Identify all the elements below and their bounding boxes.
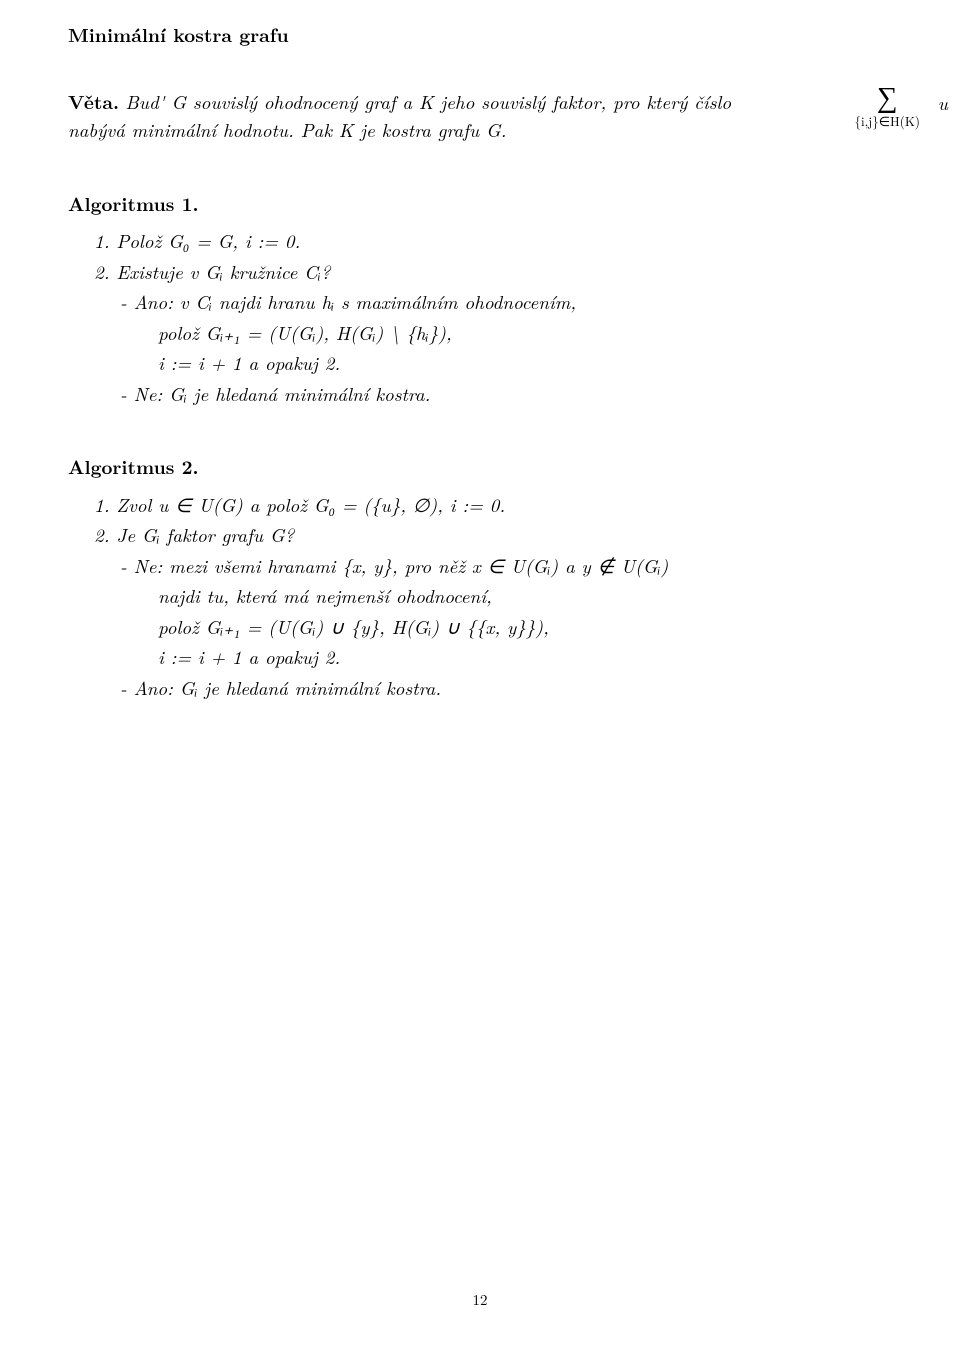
theorem-text-1: Bud' G souvislý ohodnocený graf a K jeho… [125,88,731,115]
page-title: Minimální kostra grafu [68,20,892,49]
algo2-step-3: - Ne: mezi všemi hranami {x, y}, pro něž… [120,552,892,581]
algo2-step-2: 2. Je Gᵢ faktor grafu G? [94,521,892,550]
page-number: 12 [0,1289,960,1312]
algo2-step-5: polož Gᵢ₊₁ = (U(Gᵢ) ∪ {y}, H(Gᵢ) ∪ {{x, … [158,613,892,642]
page-content: Minimální kostra grafu Věta. Bud' G souv… [0,0,960,786]
theorem-label: Věta. [68,87,119,115]
algo2-step-6: i := i + 1 a opakuj 2. [158,643,892,672]
algo1-step-5: i := i + 1 a opakuj 2. [158,349,892,378]
algo2-heading: Algoritmus 2. [68,452,892,481]
algo1-heading: Algoritmus 1. [68,189,892,218]
theorem-text-2: nabývá minimální hodnotu. Pak K je kostr… [68,116,507,143]
algo1-step-2: 2. Existuje v Gᵢ kružnice Cᵢ? [94,258,892,287]
algo2-step-7: - Ano: Gᵢ je hledaná minimální kostra. [120,674,892,703]
theorem-block: Věta. Bud' G souvislý ohodnocený graf a … [68,87,892,145]
algo1-step-4: polož Gᵢ₊₁ = (U(Gᵢ), H(Gᵢ) \ {hᵢ}), [158,319,892,348]
algo1-step-3: - Ano: v Cᵢ najdi hranu hᵢ s maximálním … [120,288,892,317]
algorithm-1: Algoritmus 1. 1. Polož G₀ = G, i := 0. 2… [68,189,892,409]
algo2-step-1: 1. Zvol u ∈ U(G) a polož G₀ = ({u}, ∅), … [94,491,892,520]
algo2-step-4: najdi tu, která má nejmenší ohodnocení, [158,582,892,611]
sum-symbol: ∑ {i,j}∈H(K) [854,81,920,129]
sum-subscript: {i,j}∈H(K) [854,114,920,128]
algorithm-2: Algoritmus 2. 1. Zvol u ∈ U(G) a polož G… [68,452,892,702]
algo1-step-1: 1. Polož G₀ = G, i := 0. [94,227,892,256]
sum-variable: u [938,89,948,118]
algo1-step-6: - Ne: Gᵢ je hledaná minimální kostra. [120,380,892,409]
